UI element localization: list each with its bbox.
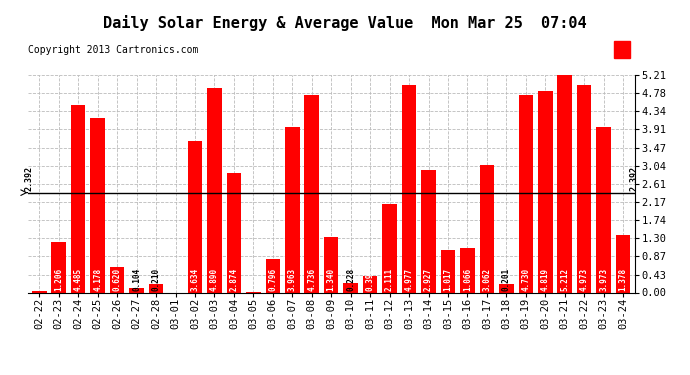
Text: 3.062: 3.062 bbox=[482, 268, 491, 291]
Text: 4.736: 4.736 bbox=[307, 268, 316, 291]
Text: 2.927: 2.927 bbox=[424, 268, 433, 291]
Bar bbox=[304, 95, 319, 292]
Bar bbox=[614, 41, 630, 58]
Text: 2.392: 2.392 bbox=[24, 165, 33, 190]
Text: 2.111: 2.111 bbox=[385, 268, 394, 291]
Text: 4.890: 4.890 bbox=[210, 268, 219, 291]
Bar bbox=[558, 75, 572, 292]
Bar bbox=[32, 291, 46, 292]
Text: 1.066: 1.066 bbox=[463, 268, 472, 291]
Bar bbox=[460, 248, 475, 292]
Text: 4.178: 4.178 bbox=[93, 268, 102, 291]
Text: Average  ($): Average ($) bbox=[487, 45, 551, 54]
Text: 5.212: 5.212 bbox=[560, 268, 569, 291]
Bar bbox=[344, 283, 358, 292]
Bar bbox=[110, 267, 124, 292]
Bar bbox=[90, 118, 105, 292]
Text: 1.340: 1.340 bbox=[326, 268, 336, 291]
Text: 1.017: 1.017 bbox=[444, 268, 453, 291]
Bar bbox=[441, 250, 455, 292]
Bar bbox=[266, 259, 280, 292]
Bar bbox=[363, 276, 377, 292]
Bar bbox=[577, 85, 591, 292]
Bar bbox=[615, 235, 631, 292]
Bar bbox=[149, 284, 164, 292]
Bar bbox=[207, 88, 221, 292]
Text: 1.206: 1.206 bbox=[55, 268, 63, 291]
Text: 2.874: 2.874 bbox=[229, 268, 238, 291]
Text: 0.228: 0.228 bbox=[346, 268, 355, 291]
Bar bbox=[129, 288, 144, 292]
Text: 4.730: 4.730 bbox=[522, 268, 531, 291]
Bar bbox=[499, 284, 513, 292]
Text: 4.819: 4.819 bbox=[541, 268, 550, 291]
Bar bbox=[324, 237, 339, 292]
Bar bbox=[596, 127, 611, 292]
Bar bbox=[518, 95, 533, 292]
Bar bbox=[71, 105, 86, 292]
Text: 3.963: 3.963 bbox=[288, 268, 297, 291]
Text: Daily Solar Energy & Average Value  Mon Mar 25  07:04: Daily Solar Energy & Average Value Mon M… bbox=[104, 15, 586, 31]
Text: 4.485: 4.485 bbox=[74, 268, 83, 291]
Text: Copyright 2013 Cartronics.com: Copyright 2013 Cartronics.com bbox=[28, 45, 198, 55]
Text: 0.104: 0.104 bbox=[132, 268, 141, 291]
Text: 4.977: 4.977 bbox=[404, 268, 413, 291]
Text: 2.392: 2.392 bbox=[629, 165, 638, 190]
Text: 3.973: 3.973 bbox=[599, 268, 608, 291]
Text: 1.378: 1.378 bbox=[619, 268, 628, 291]
Text: Daily  ($): Daily ($) bbox=[633, 45, 687, 54]
Text: 0.620: 0.620 bbox=[112, 268, 121, 291]
Bar bbox=[52, 242, 66, 292]
Bar bbox=[480, 165, 494, 292]
Bar bbox=[285, 127, 299, 292]
Text: 0.210: 0.210 bbox=[152, 268, 161, 291]
Text: 3.634: 3.634 bbox=[190, 268, 199, 291]
Text: 4.973: 4.973 bbox=[580, 268, 589, 291]
Bar bbox=[421, 170, 436, 292]
Text: 0.796: 0.796 bbox=[268, 268, 277, 291]
Bar bbox=[226, 172, 242, 292]
Text: 0.392: 0.392 bbox=[366, 268, 375, 291]
Bar bbox=[538, 92, 553, 292]
Bar bbox=[382, 204, 397, 292]
Text: 0.201: 0.201 bbox=[502, 268, 511, 291]
Bar bbox=[188, 141, 202, 292]
Bar bbox=[402, 85, 416, 292]
